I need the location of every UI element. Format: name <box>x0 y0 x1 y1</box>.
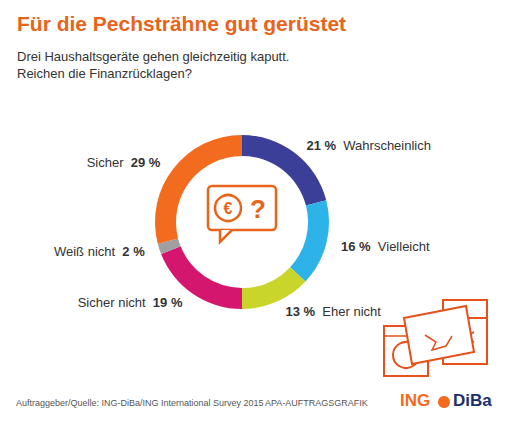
svg-text:?: ? <box>250 194 266 224</box>
svg-text:APA-AUFTRAGSGRAFIK: APA-AUFTRAGSGRAFIK <box>265 398 368 408</box>
svg-text:Drei Haushaltsgeräte gehen gle: Drei Haushaltsgeräte gehen gleichzeitig … <box>17 49 289 64</box>
svg-text:Für die Pechsträhne gut gerüst: Für die Pechsträhne gut gerüstet <box>17 12 346 35</box>
svg-text:19 %: 19 % <box>153 295 183 310</box>
svg-text:29 %: 29 % <box>131 155 161 170</box>
svg-text:ING: ING <box>400 391 430 410</box>
svg-text:Weiß nicht: Weiß nicht <box>54 244 122 259</box>
svg-text:DiBa: DiBa <box>453 391 492 410</box>
svg-text:Vielleicht: Vielleicht <box>371 239 430 254</box>
svg-text:€: € <box>224 200 233 217</box>
svg-text:Sicher: Sicher <box>87 155 131 170</box>
svg-text:Sicher nicht: Sicher nicht <box>78 295 153 310</box>
svg-text:2 %: 2 % <box>122 244 145 259</box>
svg-text:Wahrscheinlich: Wahrscheinlich <box>336 138 431 153</box>
svg-text:21 %: 21 % <box>306 138 336 153</box>
svg-text:13 %: 13 % <box>286 304 316 319</box>
svg-text:Reichen die Finanzrücklagen?: Reichen die Finanzrücklagen? <box>17 66 192 81</box>
svg-text:Eher nicht: Eher nicht <box>315 304 381 319</box>
svg-text:16 %: 16 % <box>341 239 371 254</box>
svg-text:Auftraggeber/Quelle: ING-DiBa/: Auftraggeber/Quelle: ING-DiBa/ING Intern… <box>16 398 264 408</box>
